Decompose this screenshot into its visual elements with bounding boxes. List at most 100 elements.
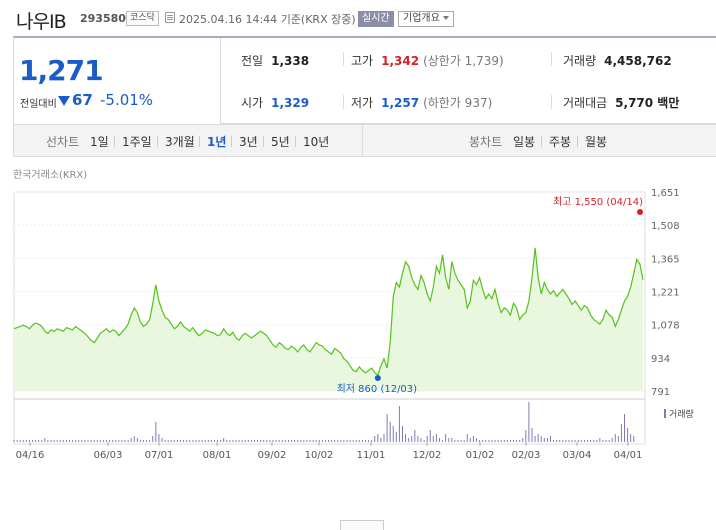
- volume-bar: [355, 440, 357, 442]
- x-tick-label: 08/01: [203, 450, 232, 461]
- x-tick-label: 09/02: [258, 450, 287, 461]
- volume-bar: [553, 440, 555, 442]
- volume-bar: [624, 414, 625, 442]
- volume-bar: [291, 440, 292, 442]
- volume-bar: [331, 440, 333, 442]
- price-box: 1,271 전일대비 67 -5.01%: [14, 38, 221, 124]
- tab-monthly[interactable]: 월봉: [585, 135, 608, 149]
- volume-bar: [170, 440, 172, 442]
- volume-bar: [435, 434, 437, 442]
- volume-bar: [485, 440, 487, 442]
- volume-bar: [448, 438, 450, 442]
- price-chart[interactable]: 1,651 1,508 1,365 1,221 1,078 934 791 04/16 06/0…: [0, 180, 716, 470]
- min-point: [374, 375, 381, 382]
- volume-bar: [44, 438, 46, 442]
- volume-bar: [528, 402, 530, 442]
- tab-1d[interactable]: 1일: [90, 135, 109, 149]
- volume-bar: [445, 434, 447, 442]
- volume-bar: [580, 440, 582, 442]
- volume-bar: [546, 438, 548, 442]
- volume-bar: [25, 440, 27, 442]
- volume-bar: [574, 440, 576, 442]
- volume-bar: [494, 440, 496, 442]
- tab-1y[interactable]: 1년: [207, 135, 227, 149]
- volume-bar: [226, 440, 228, 442]
- volume-bar: [90, 440, 92, 442]
- stock-code: 293580: [80, 12, 126, 25]
- volume-bar: [210, 440, 212, 442]
- volume-bar: [596, 440, 598, 442]
- max-point: [637, 209, 643, 215]
- tab-10y[interactable]: 10년: [303, 135, 330, 149]
- volume-bar: [260, 440, 262, 442]
- realtime-badge: 실시간: [358, 11, 394, 27]
- scroll-handle[interactable]: [340, 520, 384, 530]
- volume-bar: [602, 440, 604, 442]
- volume-bar: [189, 440, 191, 442]
- volume-bar: [78, 440, 80, 442]
- volume-bar: [223, 438, 225, 442]
- volume-bar: [460, 440, 462, 442]
- volume-bar: [158, 434, 160, 442]
- volume-bar: [186, 440, 188, 442]
- tab-daily[interactable]: 일봉: [513, 135, 536, 149]
- y-tick-label: 1,365: [651, 254, 680, 265]
- volume-bar: [275, 440, 277, 442]
- volume-bar: [149, 440, 151, 442]
- volume-bar: [112, 440, 114, 442]
- volume-bar: [614, 434, 616, 442]
- tab-3m[interactable]: 3개월: [165, 135, 195, 149]
- volume-bar: [213, 440, 215, 442]
- min-annotation: 최저 860 (12/03): [337, 383, 418, 395]
- volume-bar: [593, 440, 595, 442]
- volume-bar: [392, 426, 394, 442]
- volume-bar: [454, 440, 456, 442]
- volume-bar: [587, 440, 588, 442]
- volume-bar: [519, 440, 521, 442]
- tab-weekly[interactable]: 주봉: [549, 135, 572, 149]
- x-tick-label: 02/03: [512, 450, 541, 461]
- calendar-icon: [165, 12, 175, 23]
- volume-legend-swatch: [664, 409, 666, 418]
- tab-5y[interactable]: 5년: [271, 135, 290, 149]
- volume-bar: [32, 440, 33, 442]
- volume-bar: [318, 440, 320, 442]
- volume-bar: [509, 440, 511, 442]
- volume-legend: 거래량: [669, 408, 694, 420]
- volume-bar: [617, 436, 619, 442]
- company-overview-button[interactable]: 기업개요: [398, 11, 454, 27]
- volume-bar: [500, 440, 502, 442]
- y-tick-label: 791: [651, 387, 670, 398]
- volume-bar: [537, 434, 539, 442]
- volume-bar: [232, 440, 234, 442]
- tab-1w[interactable]: 1주일: [122, 135, 152, 149]
- volume-bar: [423, 440, 425, 442]
- volume-bar: [109, 440, 111, 442]
- volume-bar: [99, 440, 101, 442]
- tab-3y[interactable]: 3년: [239, 135, 258, 149]
- volume-bar: [309, 440, 311, 442]
- volume-bar: [506, 440, 508, 442]
- market-badge: 코스닥: [126, 11, 159, 26]
- volume-bar: [220, 440, 222, 442]
- volume-bar: [127, 440, 129, 442]
- quote-datetime: 2025.04.16 14:44 기준(KRX 장중): [179, 13, 356, 26]
- volume-bar: [250, 440, 252, 442]
- volume-bar: [531, 428, 533, 442]
- volume-bar: [442, 440, 444, 442]
- volume-bar: [118, 440, 120, 442]
- volume-bar: [96, 440, 98, 442]
- x-tick-label: 04/16: [16, 450, 45, 461]
- volume-bar: [16, 440, 18, 442]
- volume-bar: [229, 440, 231, 442]
- volume-bar: [81, 440, 83, 442]
- volume-bar: [627, 428, 629, 442]
- price-line: [13, 247, 644, 376]
- volume-bar: [272, 440, 274, 442]
- volume-bar: [257, 440, 259, 442]
- volume-bar: [349, 440, 351, 442]
- volume-bar: [247, 440, 249, 442]
- volume-bar: [198, 440, 200, 442]
- volume-bar: [577, 440, 579, 442]
- prev-close: 전일 1,338: [241, 54, 310, 68]
